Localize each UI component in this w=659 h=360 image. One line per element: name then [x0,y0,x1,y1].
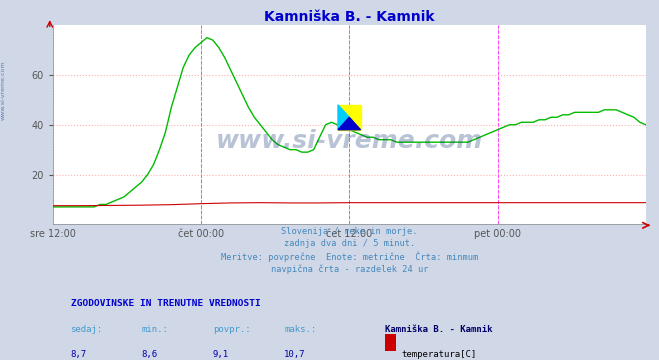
Text: sedaj:: sedaj: [71,324,103,333]
Bar [338,105,360,130]
Text: www.si-vreme.com: www.si-vreme.com [215,129,483,153]
Text: ZGODOVINSKE IN TRENUTNE VREDNOSTI: ZGODOVINSKE IN TRENUTNE VREDNOSTI [71,299,260,308]
Text: 8,6: 8,6 [142,350,158,359]
Text: Slovenija / reke in morje.
zadnja dva dni / 5 minut.
Meritve: povprečne  Enote: : Slovenija / reke in morje. zadnja dva dn… [221,227,478,274]
Polygon shape [338,105,349,130]
Text: 10,7: 10,7 [284,350,306,359]
Text: www.si-vreme.com: www.si-vreme.com [1,60,6,120]
Title: Kamniška B. - Kamnik: Kamniška B. - Kamnik [264,10,434,24]
Text: 8,7: 8,7 [71,350,86,359]
FancyBboxPatch shape [385,334,395,351]
Text: povpr.:: povpr.: [213,324,250,333]
Text: temperatura[C]: temperatura[C] [401,350,476,359]
Text: 9,1: 9,1 [213,350,229,359]
Text: min.:: min.: [142,324,169,333]
Text: Kamniška B. - Kamnik: Kamniška B. - Kamnik [385,324,492,333]
Text: maks.:: maks.: [284,324,316,333]
Polygon shape [338,117,360,130]
